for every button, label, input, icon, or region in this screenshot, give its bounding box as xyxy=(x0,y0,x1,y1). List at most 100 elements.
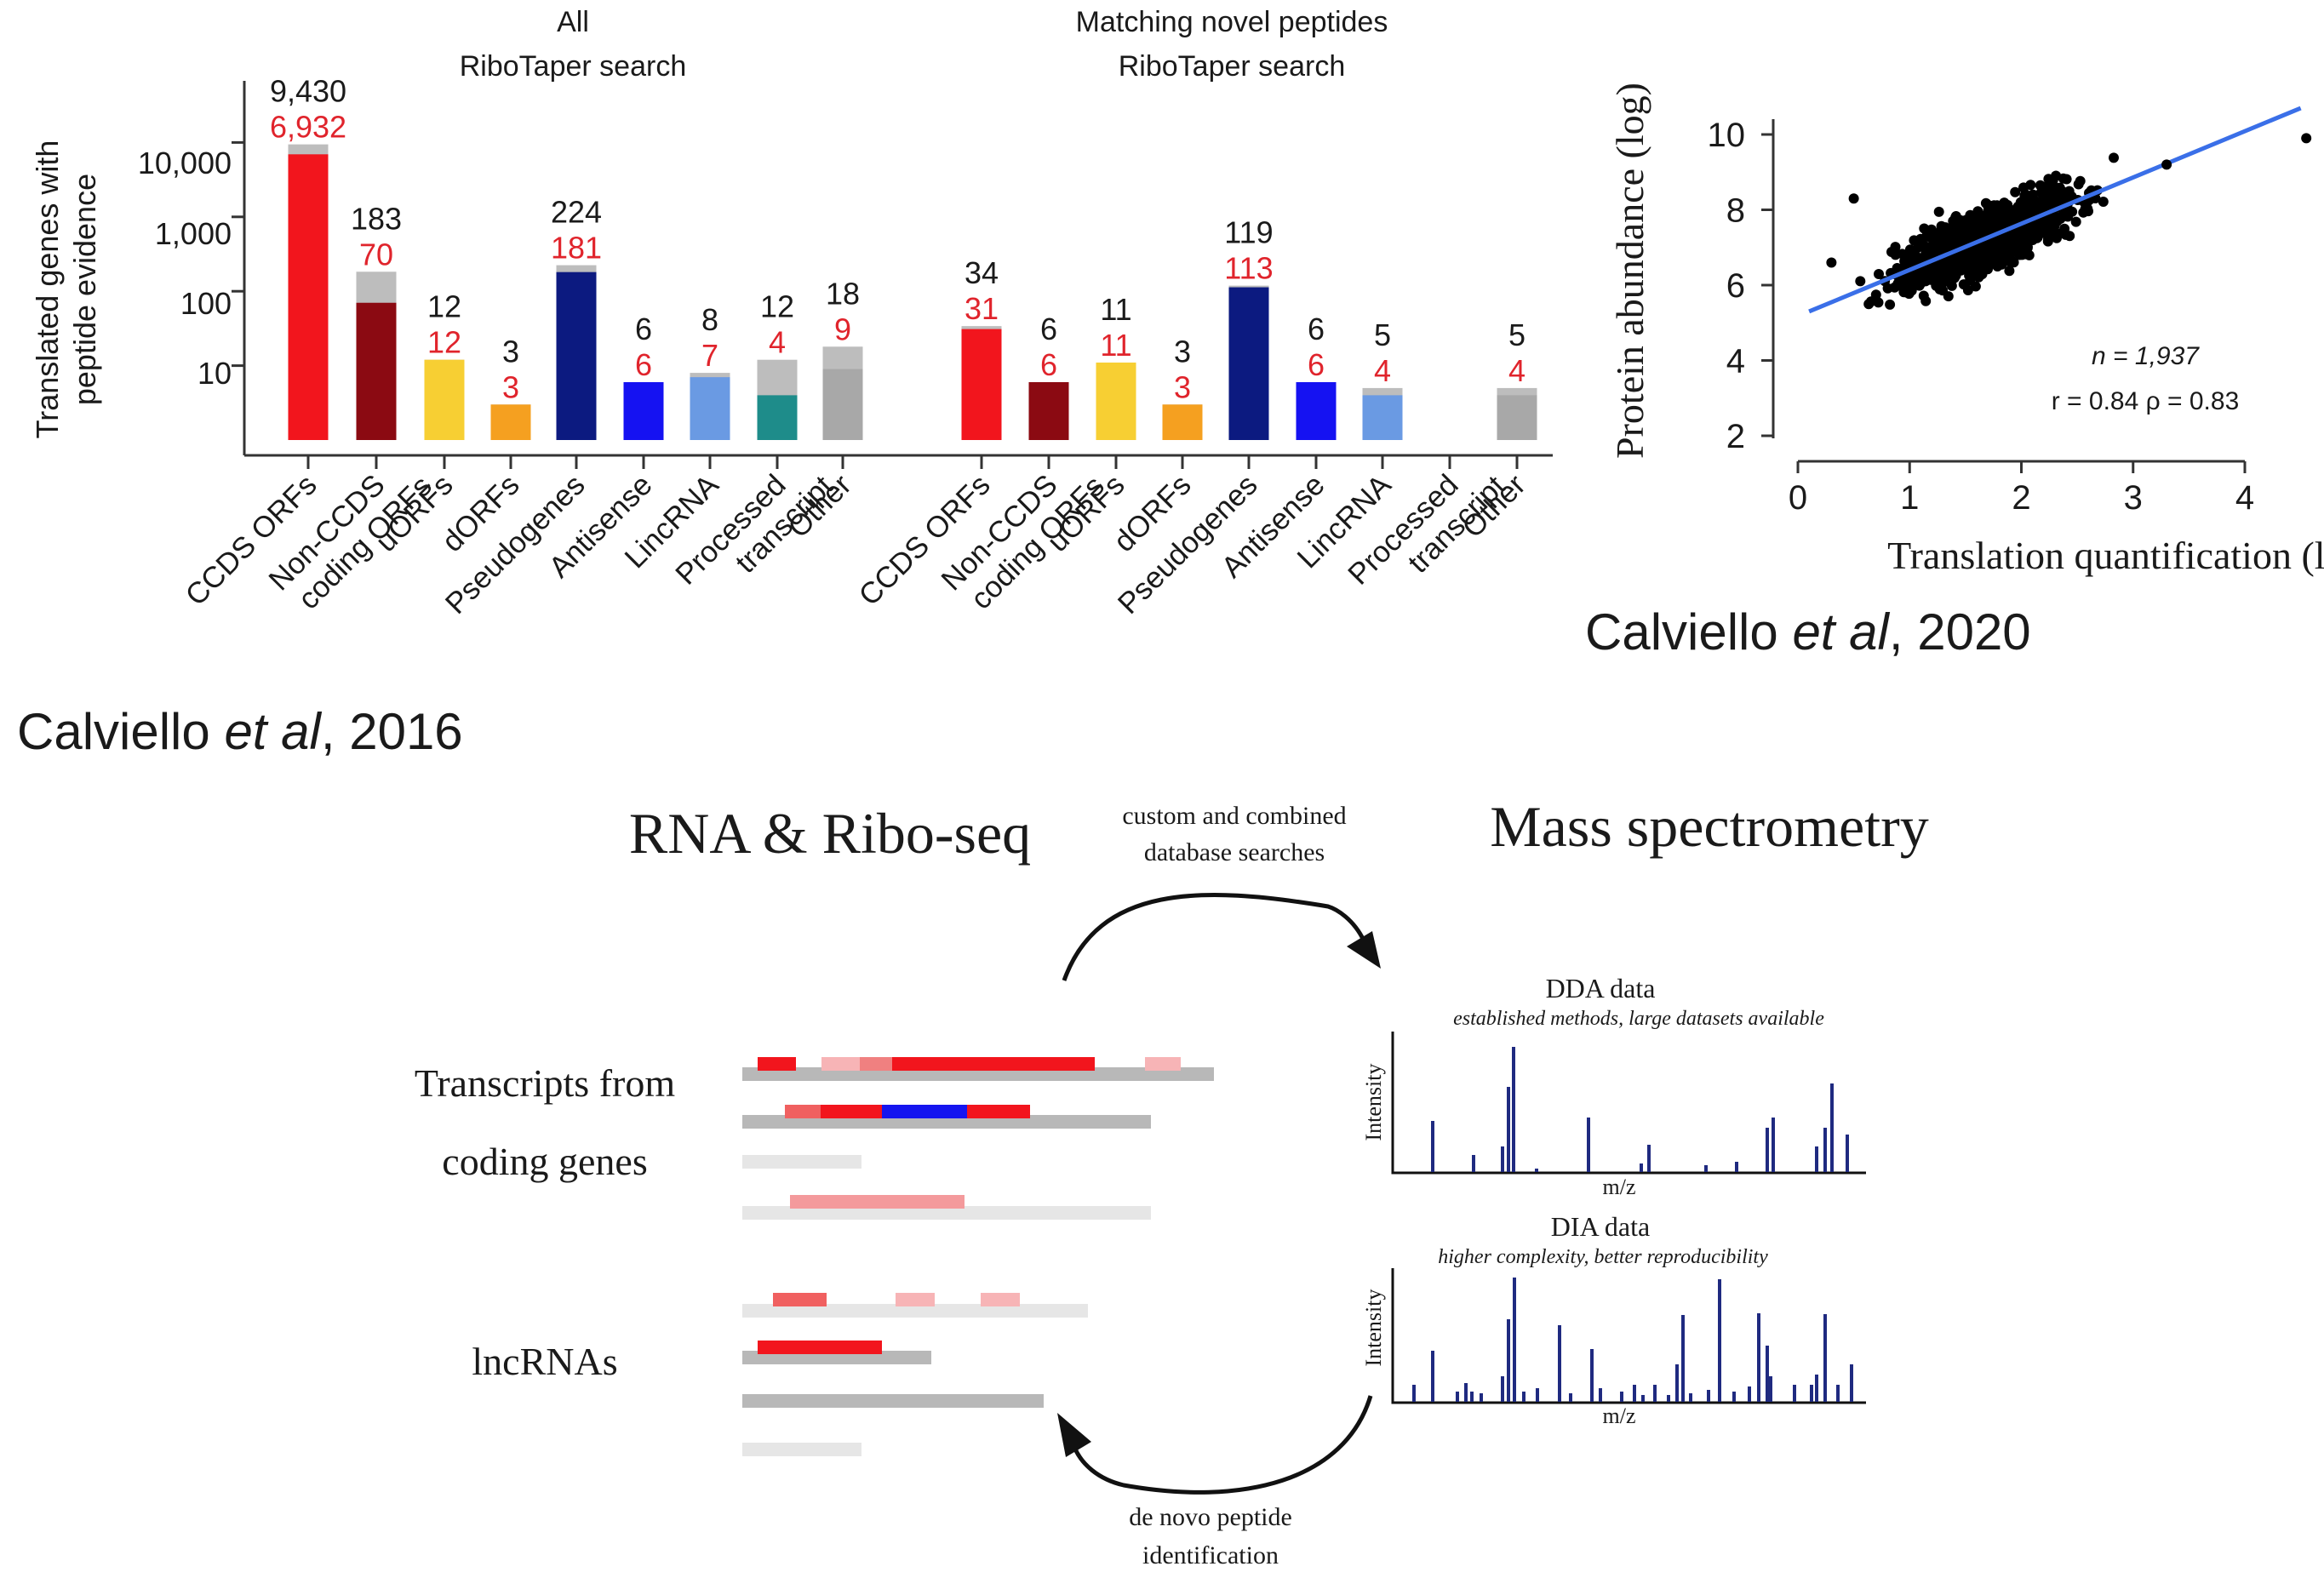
scatter-xlabel: Translation quantification (log) xyxy=(1887,534,2324,577)
scatter-point xyxy=(2080,203,2091,214)
scatter-point xyxy=(1915,277,1926,289)
scatter-point xyxy=(1855,276,1866,287)
workflow-diagram: RNA & Ribo-seq Mass spectrometry custom … xyxy=(415,794,1929,1569)
chart2-matching-label: 3 xyxy=(1174,369,1191,404)
scatter-xtick-label: 2 xyxy=(2012,479,2030,517)
scatter-point xyxy=(1848,193,1859,204)
scatter-ytick-label: 6 xyxy=(1726,267,1745,305)
chart1-bar-matching xyxy=(288,154,329,440)
chart1-bar-matching xyxy=(690,377,730,440)
scatter-point xyxy=(1996,218,2007,229)
scatter-point xyxy=(1920,295,1932,306)
chart2-bar-matching xyxy=(1296,381,1337,440)
scatter-point xyxy=(2052,232,2062,243)
chart1-bar-matching xyxy=(822,369,863,440)
chart1-bar-matching xyxy=(757,395,798,440)
lncrna-transcript-4 xyxy=(742,1443,861,1456)
scatter-point xyxy=(1909,235,1920,246)
scatter-point xyxy=(1865,296,1876,307)
scatter-point xyxy=(1946,280,1957,291)
chart2-title-line2: RiboTaper search xyxy=(1119,50,1345,83)
scatter-point xyxy=(1987,254,1998,266)
chart1-matching-label: 3 xyxy=(502,369,519,404)
scatter-point xyxy=(2064,186,2075,197)
chart1-total-label: 18 xyxy=(826,276,860,311)
scatter-xtick-label: 1 xyxy=(1900,479,1919,517)
bar-chart-axes xyxy=(232,81,1553,469)
top-cycle-arrowhead xyxy=(1347,931,1381,969)
chart1-matching-label: 4 xyxy=(769,325,786,360)
scatter-axes: 0 1 2 3 4 2 4 6 8 10 xyxy=(1708,117,2255,517)
chart2-matching-label: 6 xyxy=(1308,347,1325,382)
chart2-bar-matching xyxy=(1096,362,1136,440)
chart2-matching-label: 11 xyxy=(1100,328,1131,363)
scatter-point xyxy=(2011,247,2022,257)
lncrna-transcript-3 xyxy=(742,1394,1044,1408)
chart1-bar-matching xyxy=(424,359,465,440)
scatter-point xyxy=(1933,271,1944,282)
scatter-plot-panel: Protein abundance (log) Translation quan… xyxy=(1585,83,2324,660)
chart1-matching-label: 9 xyxy=(834,312,851,346)
dia-x-axis-label: m/z xyxy=(1603,1403,1636,1428)
citation-2016: Calviello et al, 2016 xyxy=(17,703,463,760)
dia-axes xyxy=(1391,1268,1866,1404)
dda-spectrum xyxy=(1431,1047,1849,1172)
bottom-arrow-label-line1: de novo peptide xyxy=(1129,1503,1292,1531)
dda-x-axis-label: m/z xyxy=(1603,1175,1636,1199)
scatter-point xyxy=(2109,152,2119,163)
scatter-point xyxy=(1903,248,1915,259)
dda-axes xyxy=(1391,1032,1866,1175)
scatter-point xyxy=(2070,216,2081,227)
chart1-title-line1: All xyxy=(557,6,589,38)
chart1-matching-label: 181 xyxy=(551,231,602,266)
scatter-point xyxy=(2048,217,2059,228)
top-arrow-label-line1: custom and combined xyxy=(1122,802,1346,830)
scatter-point xyxy=(2000,242,2011,253)
scatter-ytick-label: 4 xyxy=(1726,343,1745,380)
bottom-cycle-arrow xyxy=(1072,1395,1373,1495)
chart1-total-label: 183 xyxy=(351,201,402,236)
scatter-point xyxy=(1985,204,1996,215)
citation-2016-etal: et al xyxy=(224,703,322,760)
chart2-bar-matching xyxy=(1228,287,1269,440)
scatter-xtick-label: 0 xyxy=(1789,479,1807,517)
chart1-total-label: 8 xyxy=(701,302,718,337)
chart2-total-label: 119 xyxy=(1224,215,1273,250)
lncrna-transcript-2 xyxy=(742,1341,931,1364)
scatter-point xyxy=(2161,159,2172,170)
scatter-point xyxy=(2010,186,2021,197)
scatter-point xyxy=(2098,197,2109,207)
citation-2020-etal: et al xyxy=(1792,603,1890,660)
bar-chart-ytick-10000: 10,000 xyxy=(138,146,232,180)
coding-transcript-1 xyxy=(742,1057,1214,1081)
scatter-point xyxy=(2051,170,2062,181)
chart1-title-line2: RiboTaper search xyxy=(460,50,686,83)
citation-2020: Calviello et al, 2020 xyxy=(1585,603,2031,660)
scatter-point xyxy=(1983,220,1995,232)
chart2-total-label: 5 xyxy=(1508,317,1525,352)
top-arrow-label-line2: database searches xyxy=(1144,838,1325,866)
scatter-point xyxy=(1932,246,1943,257)
chart1-total-label: 3 xyxy=(502,334,519,369)
workflow-right-title: Mass spectrometry xyxy=(1490,794,1929,859)
lncrna-transcript-1 xyxy=(742,1293,1088,1318)
scatter-point xyxy=(2059,223,2070,234)
scatter-point xyxy=(1899,255,1910,266)
citation-2016-year: , 2016 xyxy=(321,703,463,760)
chart2-total-label: 6 xyxy=(1040,312,1057,346)
scatter-xtick-label: 4 xyxy=(2235,479,2254,517)
scatter-point xyxy=(1943,291,1954,302)
scatter-point xyxy=(2001,201,2012,212)
chart1-total-label: 224 xyxy=(551,195,602,230)
scatter-point xyxy=(2023,193,2034,204)
coding-transcript-4 xyxy=(742,1195,1151,1220)
bottom-arrow-label-line2: identification xyxy=(1142,1541,1279,1569)
chart1-bar-matching xyxy=(490,404,531,440)
bar-chart-ytick-10: 10 xyxy=(197,356,232,391)
chart1-total-label: 9,430 xyxy=(270,74,346,109)
chart1-matching-label: 12 xyxy=(427,325,461,360)
scatter-point xyxy=(1882,283,1893,294)
bar-chart-ylabel-line1: Translated genes with xyxy=(30,140,65,439)
scatter-point xyxy=(2039,215,2050,226)
